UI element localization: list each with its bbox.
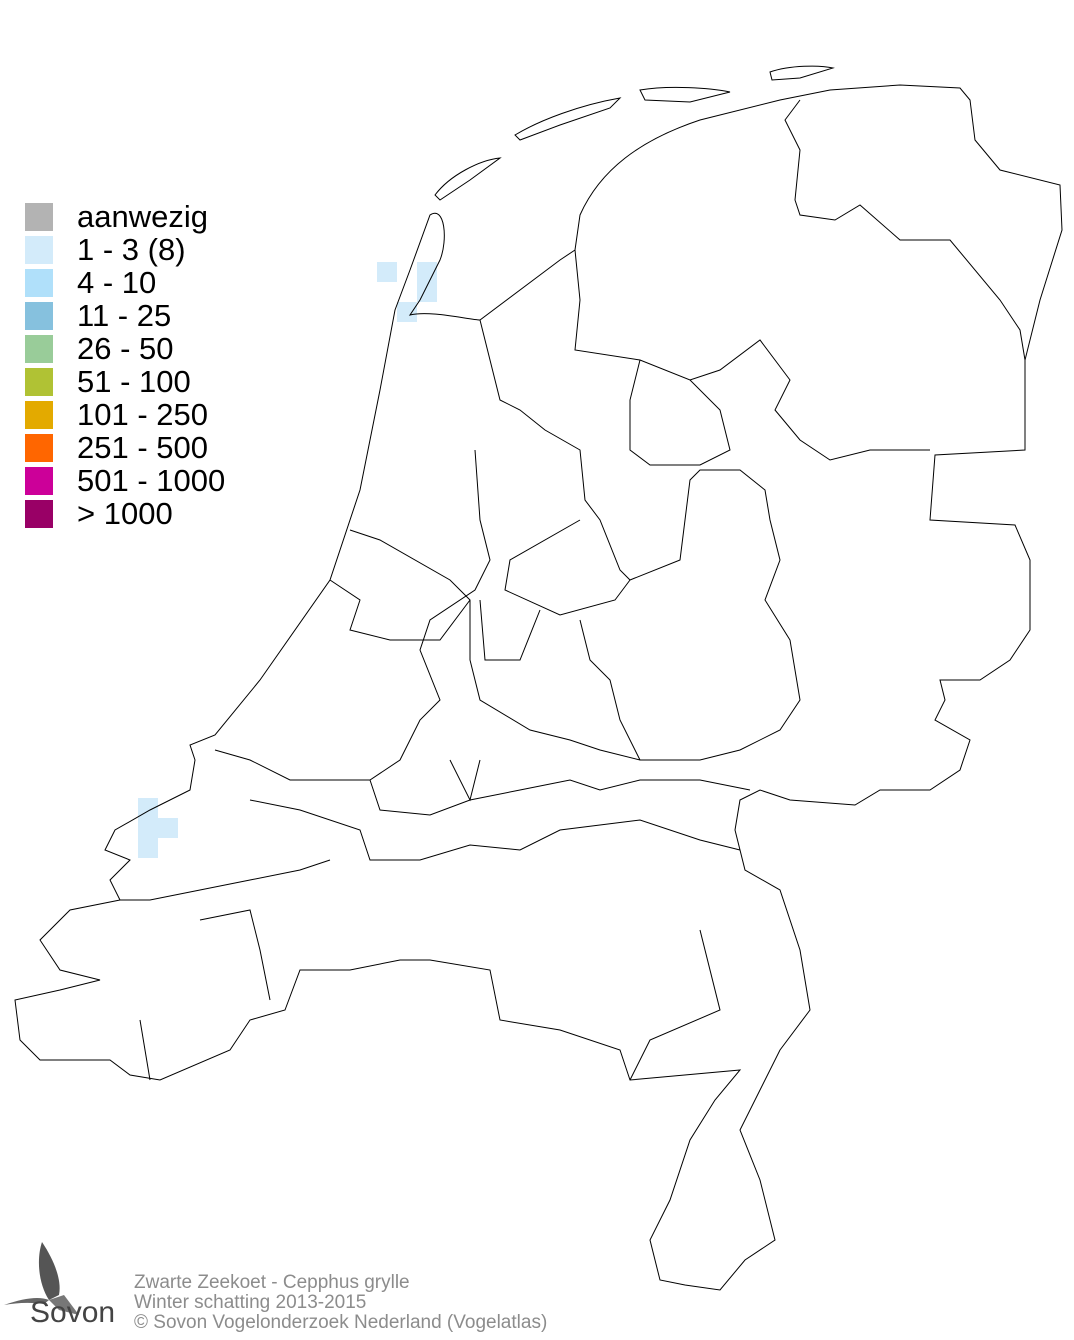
- legend-swatch: [25, 203, 53, 231]
- legend-label: 251 - 500: [77, 430, 208, 465]
- legend-swatch: [25, 467, 53, 495]
- legend-label: 501 - 1000: [77, 463, 226, 498]
- logo-text: Sovon: [30, 1296, 116, 1329]
- legend-swatch: [25, 269, 53, 297]
- legend-swatch: [25, 335, 53, 363]
- legend-label: aanwezig: [77, 199, 208, 234]
- survey-period: Winter schatting 2013-2015: [134, 1292, 367, 1313]
- legend-swatch: [25, 236, 53, 264]
- legend-swatch: [25, 500, 53, 528]
- legend-swatch: [25, 302, 53, 330]
- legend-swatch: [25, 401, 53, 429]
- legend-label: 1 - 3 (8): [77, 232, 186, 267]
- legend-label: > 1000: [77, 496, 173, 531]
- legend-label: 101 - 250: [77, 397, 208, 432]
- species-name: Zwarte Zeekoet - Cepphus grylle: [134, 1272, 410, 1293]
- legend-swatch: [25, 368, 53, 396]
- grid-cell: [158, 818, 178, 838]
- legend-label: 4 - 10: [77, 265, 157, 300]
- sovon-swallow-logo-icon: [4, 1242, 79, 1315]
- copyright: © Sovon Vogelonderzoek Nederland (Vogela…: [134, 1312, 548, 1333]
- legend-label: 51 - 100: [77, 364, 191, 399]
- grid-cell: [417, 262, 437, 302]
- occupied-cells: [138, 262, 437, 858]
- grid-cell: [377, 262, 397, 282]
- country-outline: [14, 65, 1063, 1291]
- map-caption: Zwarte Zeekoet - Cepphus grylle Winter s…: [134, 1273, 547, 1333]
- grid-cell: [138, 798, 158, 858]
- legend-label: 26 - 50: [77, 331, 174, 366]
- legend-label: 11 - 25: [77, 298, 172, 333]
- grid-cell: [397, 302, 417, 322]
- legend-swatch: [25, 434, 53, 462]
